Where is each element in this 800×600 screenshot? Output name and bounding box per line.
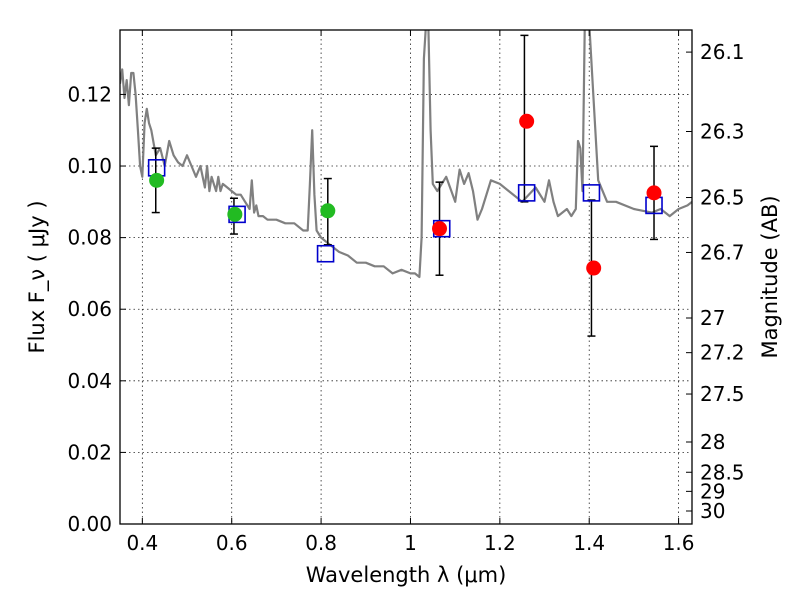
data-point-circle xyxy=(586,260,602,276)
data-point-circle xyxy=(227,206,243,222)
y-tick-label: 0.10 xyxy=(67,154,112,178)
x-tick-label: 0.8 xyxy=(305,531,337,555)
model-point-square xyxy=(582,184,601,202)
y-axis-title: Flux F_ν ( μJy ) xyxy=(25,200,50,353)
x-tick-label: 1.2 xyxy=(484,531,516,555)
x-tick-label: 1.4 xyxy=(573,531,605,555)
y2-tick-label: 28.5 xyxy=(700,460,745,484)
y2-tick-label: 28 xyxy=(700,430,725,454)
y2-tick-label: 26.1 xyxy=(700,40,745,64)
tick-layer xyxy=(120,30,692,525)
x-axis-title: Wavelength λ (μm) xyxy=(306,563,507,587)
y-tick-label: 0.12 xyxy=(67,82,112,106)
plot-layer xyxy=(120,30,692,337)
y-tick-label: 0.04 xyxy=(67,369,112,393)
x-tick-label: 1.6 xyxy=(663,531,695,555)
y2-tick-label: 27.5 xyxy=(700,382,745,406)
x-tick-label: 1 xyxy=(404,531,417,555)
data-point-circle xyxy=(646,185,662,201)
y-tick-label: 0.08 xyxy=(67,226,112,250)
y-tick-label: 0.06 xyxy=(67,297,112,321)
data-point-circle xyxy=(320,203,336,219)
y2-tick-label: 26.3 xyxy=(700,119,745,143)
y2-tick-label: 30 xyxy=(700,499,725,523)
y2-tick-label: 27.2 xyxy=(700,341,745,365)
model-point-square xyxy=(316,244,335,263)
y-tick-label: 0.02 xyxy=(67,440,112,464)
plot-frame xyxy=(119,29,693,525)
y-tick-label: 0.00 xyxy=(67,512,112,536)
x-tick-label: 0.4 xyxy=(126,531,158,555)
data-point-circle xyxy=(432,221,448,237)
y2-tick-label: 26.5 xyxy=(700,186,745,210)
spectrum-line xyxy=(120,30,692,279)
model-point-square xyxy=(517,184,536,202)
grid-layer xyxy=(120,30,692,525)
data-point-circle xyxy=(149,172,165,188)
data-point-circle xyxy=(519,113,535,129)
y2-tick-label: 26.7 xyxy=(700,240,745,264)
y2-axis-title: Magnitude (AB) xyxy=(758,195,782,358)
x-tick-label: 0.6 xyxy=(216,531,248,555)
y2-tick-label: 27 xyxy=(700,306,725,330)
y2-tick-label: 29 xyxy=(700,479,725,503)
label-layer: 0.4 0.6 0.8 1 1.2 1.4 1.6 0.00 0.02 0.04 0.06 0.08 0… xyxy=(67,40,744,555)
